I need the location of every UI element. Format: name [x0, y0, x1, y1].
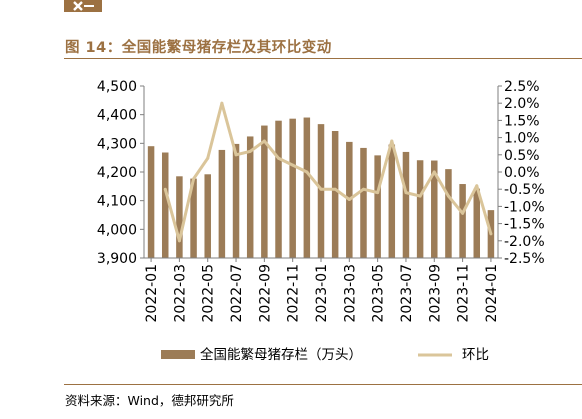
legend: 全国能繁母猪存栏（万头） 环比 [161, 346, 489, 363]
x-tick-label: 2022-09 [257, 264, 273, 323]
x-tick-label: 2023-11 [456, 264, 472, 323]
y-right-tick-label: 2.5% [504, 79, 540, 95]
y-left-tick-label: 4,400 [97, 108, 137, 124]
line-series [163, 101, 493, 243]
line-point-2022-09 [262, 139, 266, 143]
bar-2022-03 [176, 176, 183, 258]
y-right-tick-label: -0.5% [504, 182, 545, 198]
y-right-tick-label: 2.0% [504, 96, 540, 112]
x-tick-label: 2024-01 [484, 264, 500, 323]
y-left-tick-label: 4,300 [97, 136, 137, 152]
line-point-2024-01 [489, 232, 493, 236]
y-right-tick-label: -2.5% [504, 251, 545, 267]
bar-2023-06 [388, 144, 396, 258]
line-point-2022-05 [206, 156, 210, 160]
line-path [163, 101, 493, 243]
bar-2023-04 [360, 147, 367, 258]
x-tick-label: 2023-05 [371, 264, 387, 323]
y-right-tick-label: -2.0% [504, 234, 545, 250]
bar-2022-10 [275, 120, 282, 258]
figure-title: 图 14：全国能繁母猪存栏及其环比变动 [65, 40, 332, 56]
source-note: 资料来源：Wind，德邦研究所 [65, 393, 234, 408]
y-left-tick-label: 3,900 [97, 251, 137, 267]
bar-2023-12 [473, 188, 481, 258]
line-point-2022-11 [291, 163, 295, 167]
y-left-tick-label: 4,200 [97, 165, 137, 181]
line-point-2022-02 [163, 187, 167, 191]
line-point-2022-06 [220, 101, 224, 105]
bar-2022-02 [161, 152, 169, 258]
y-left-tick-label: 4,100 [97, 194, 137, 210]
y-right-tick-label: 1.5% [504, 113, 540, 129]
y-right-tick-label: -1.5% [504, 217, 545, 233]
line-point-2023-07 [404, 191, 408, 195]
line-point-2023-06 [390, 139, 394, 143]
line-point-2022-07 [234, 153, 238, 157]
bar-2022-12 [303, 117, 311, 258]
x-tick-label: 2022-05 [201, 264, 217, 323]
legend-bar-label: 全国能繁母猪存栏（万头） [200, 346, 362, 363]
legend-bar-swatch [161, 350, 195, 359]
line-point-2022-04 [192, 177, 196, 181]
bar-2023-01 [317, 124, 325, 258]
brand-logo-icon [64, 0, 102, 12]
line-point-2022-03 [177, 239, 181, 243]
line-point-2023-02 [333, 187, 337, 191]
bar-2022-04 [190, 178, 197, 258]
title-divider [64, 58, 582, 59]
y-right-tick-label: 0.0% [504, 165, 540, 181]
bar-2023-11 [459, 184, 466, 258]
y-right-tick-label: -1.0% [504, 199, 545, 215]
bar-2022-07 [232, 143, 240, 258]
line-point-2023-08 [418, 194, 422, 198]
x-tick-label: 2022-01 [144, 264, 160, 323]
line-point-2023-11 [461, 211, 465, 215]
chart-axes: 3,900 4,000 4,100 4,200 4,300 4,400 4,500 -2.5%… [97, 79, 545, 323]
bar-2022-11 [289, 118, 296, 259]
line-point-2023-04 [361, 187, 365, 191]
x-tick-label: 2023-01 [314, 264, 330, 323]
x-tick-label: 2022-11 [286, 264, 302, 323]
bar-2023-10 [445, 169, 452, 258]
line-point-2022-08 [248, 149, 252, 153]
bar-2022-09 [261, 125, 268, 258]
line-point-2023-09 [432, 170, 436, 174]
bar-2022-05 [204, 174, 211, 258]
bar-2022-08 [246, 136, 254, 258]
bar-2023-07 [402, 151, 410, 258]
line-point-2022-10 [277, 156, 281, 160]
line-point-2023-03 [347, 198, 351, 202]
bar-2022-06 [218, 149, 226, 258]
line-point-2023-12 [475, 184, 479, 188]
source-divider [64, 384, 582, 385]
line-point-2023-01 [319, 187, 323, 191]
bar-2023-09 [431, 160, 438, 258]
y-left-tick-label: 4,500 [97, 79, 137, 95]
x-tick-label: 2023-03 [342, 264, 358, 323]
x-tick-label: 2023-09 [427, 264, 443, 323]
y-right-tick-label: 1.0% [504, 131, 540, 147]
bar-2023-08 [416, 160, 424, 258]
line-point-2023-05 [376, 191, 380, 195]
x-tick-label: 2022-03 [172, 264, 188, 323]
y-left-tick-label: 4,000 [97, 222, 137, 238]
x-tick-label: 2022-07 [229, 264, 245, 323]
bar-2023-05 [374, 155, 381, 258]
y-right-tick-label: 0.5% [504, 148, 540, 164]
bar-2023-02 [331, 131, 339, 258]
legend-line-label: 环比 [462, 347, 489, 363]
line-point-2023-10 [446, 194, 450, 198]
bar-2022-01 [147, 146, 155, 258]
x-tick-label: 2023-07 [399, 264, 415, 323]
line-point-2022-12 [305, 170, 309, 174]
